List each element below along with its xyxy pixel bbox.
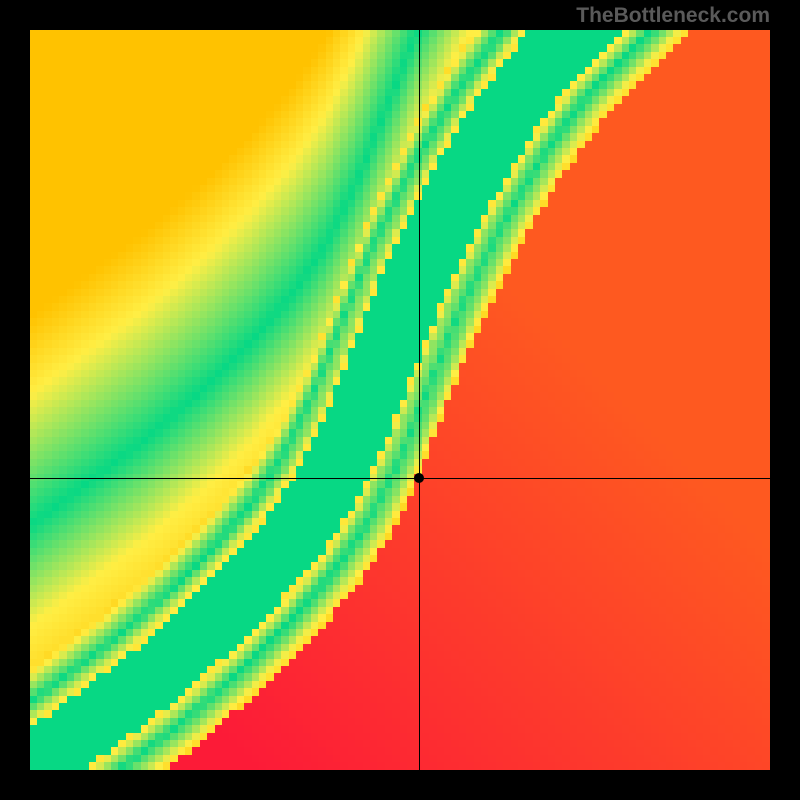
watermark-text: TheBottleneck.com (576, 4, 770, 28)
crosshair-horizontal (30, 478, 770, 479)
crosshair-vertical (419, 30, 420, 770)
marker-dot (414, 473, 424, 483)
chart-frame: TheBottleneck.com (0, 0, 800, 800)
heatmap-plot (30, 30, 770, 770)
heatmap-canvas (30, 30, 770, 770)
